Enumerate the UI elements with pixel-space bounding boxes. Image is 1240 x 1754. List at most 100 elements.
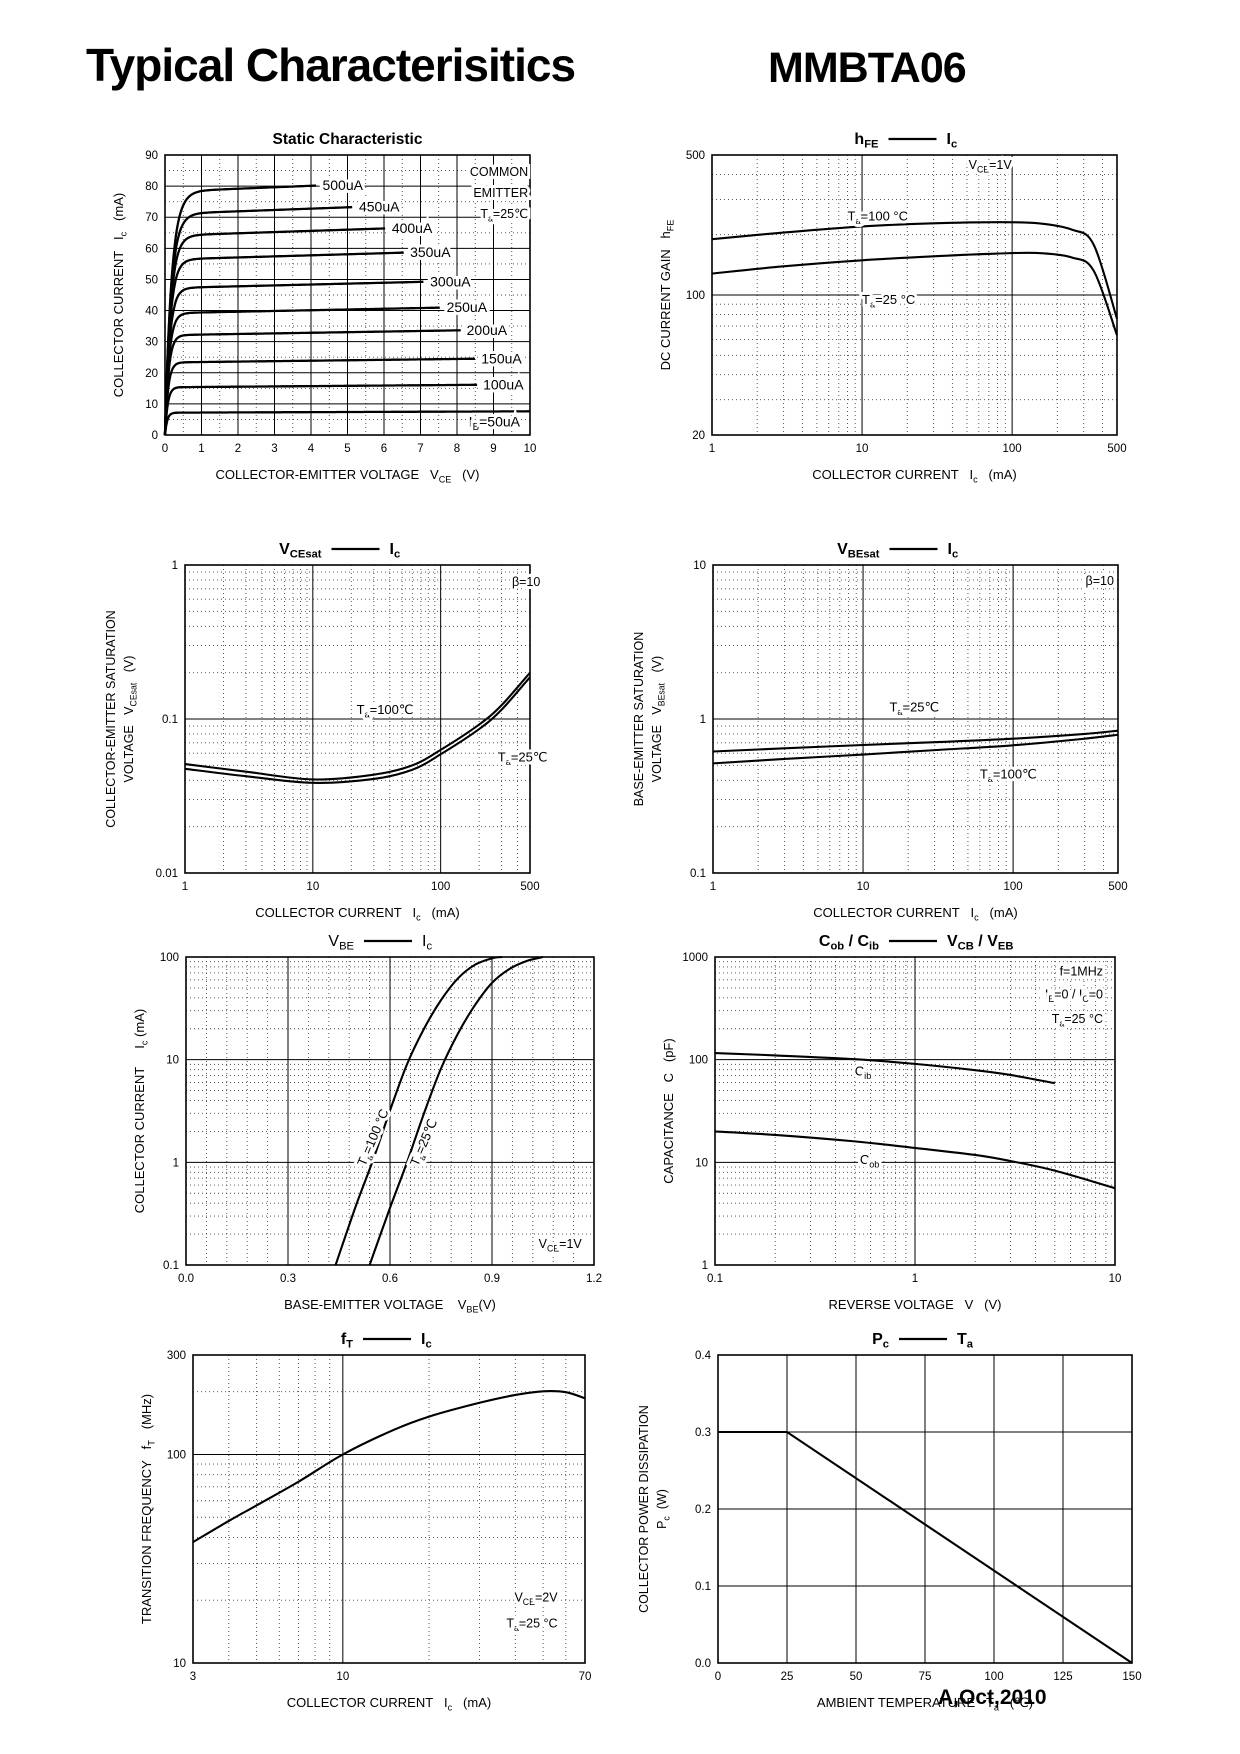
plot-frame bbox=[711, 154, 1118, 436]
x-tick: 10 bbox=[857, 881, 870, 893]
footer-date: A,Oct,2010 bbox=[938, 1686, 1047, 1709]
x-axis-label: BASE-EMITTER VOLTAGE VBE(V) bbox=[284, 1297, 496, 1315]
y-tick: 100 bbox=[160, 952, 179, 964]
x-tick: 3 bbox=[271, 443, 277, 455]
x-tick: 10 bbox=[306, 881, 319, 893]
curve bbox=[163, 383, 478, 436]
curve-label: Ta=100 °C bbox=[354, 1107, 394, 1170]
chart-title-right: Ta bbox=[957, 1331, 974, 1351]
x-tick: 7 bbox=[417, 443, 423, 455]
curve-label: Cib bbox=[855, 1064, 871, 1082]
curve bbox=[163, 329, 461, 436]
x-tick: 0.1 bbox=[707, 1273, 723, 1285]
x-tick: 500 bbox=[1107, 443, 1126, 455]
chart-pc-vs-ta: 0 25 50 75 100 125 150 0.0 0.1 0.2 0.3 0.4 AMBIENT T… bbox=[560, 1325, 1220, 1721]
x-tick: 1 bbox=[709, 443, 715, 455]
y-tick: 70 bbox=[145, 212, 158, 224]
annotation: EMITTER bbox=[473, 186, 528, 200]
y-tick: 30 bbox=[145, 337, 158, 349]
y-axis-label: COLLECTOR CURRENT Ic (mA) bbox=[111, 193, 129, 397]
curve-label: 250uA bbox=[447, 299, 488, 315]
x-tick: 100 bbox=[1004, 881, 1023, 893]
chart-static-characteristic-canvas: 500uA 450uA 400uA 350uA 300uA 250uA 200uA 150uA… bbox=[111, 131, 536, 485]
annotation: f=1MHz bbox=[1060, 964, 1103, 978]
chart-vbesat-vs-ic: Ta=25℃ Ta=100℃ 1 10 100 500 0.1 1 10 COLLECTOR CU… bbox=[560, 535, 1220, 931]
x-axis-label: COLLECTOR CURRENT Ic (mA) bbox=[813, 905, 1017, 923]
chart-title-right: Ic bbox=[947, 131, 958, 151]
y-tick: 100 bbox=[689, 1055, 708, 1067]
x-tick: 500 bbox=[1108, 881, 1127, 893]
annotation: VCE=2V bbox=[514, 1590, 558, 1607]
plot-frame bbox=[164, 154, 531, 436]
y-tick: 10 bbox=[173, 1658, 186, 1670]
x-axis-label: AMBIENT TEMPERATURE Ta (℃) bbox=[817, 1695, 1033, 1713]
curve bbox=[714, 1130, 1116, 1190]
chart-title-left: VBE bbox=[328, 933, 354, 953]
chart-capacitance-vs-reverse-voltage: Cib Cob 0.1 1 10 1 10 100 1000 REVERSE VOLTAGE V … bbox=[560, 927, 1220, 1323]
x-tick: 0.9 bbox=[484, 1273, 500, 1285]
grid bbox=[712, 155, 1117, 435]
curve bbox=[163, 280, 424, 436]
curve bbox=[163, 306, 440, 436]
y-axis-label: CAPACITANCE C (pF) bbox=[661, 1038, 676, 1183]
curve-label: Ta=25℃ bbox=[889, 699, 939, 717]
chart-vcesat-vs-ic-canvas: Ta=100℃ Ta=25℃ 1 10 100 500 0.01 0.1 1 COLLECTOR … bbox=[104, 541, 550, 923]
y-axis-label: COLLECTOR CURRENT Ic (mA) bbox=[132, 1009, 150, 1213]
x-tick: 10 bbox=[856, 443, 869, 455]
x-tick: 0 bbox=[715, 1671, 721, 1683]
y-axis-label: Pc (W) bbox=[655, 1489, 672, 1529]
y-tick: 40 bbox=[145, 306, 158, 318]
y-tick: 500 bbox=[686, 150, 705, 162]
curve-label: 500uA bbox=[322, 177, 363, 193]
x-tick: 100 bbox=[1003, 443, 1022, 455]
curve bbox=[711, 251, 1118, 336]
chart-static-characteristic: 500uA 450uA 400uA 350uA 300uA 250uA 200uA 150uA… bbox=[30, 125, 610, 521]
x-tick: 500 bbox=[520, 881, 539, 893]
curve bbox=[712, 733, 1119, 765]
y-tick: 50 bbox=[145, 274, 158, 286]
y-axis-label: VOLTAGE VCEsat (V) bbox=[122, 656, 139, 783]
x-tick: 2 bbox=[235, 443, 241, 455]
curve-label: 200uA bbox=[467, 322, 508, 338]
chart-title-left: hFE bbox=[854, 131, 879, 151]
curve-label: 100uA bbox=[483, 376, 524, 392]
chart-title-left: VBEsat bbox=[837, 541, 880, 561]
curve-label: 300uA bbox=[430, 273, 471, 289]
annotation: VCE=1V bbox=[539, 1237, 583, 1254]
curve-label: 350uA bbox=[410, 244, 451, 260]
series: Cib Cob bbox=[714, 1051, 1116, 1190]
x-tick: 100 bbox=[431, 881, 450, 893]
x-axis-label: COLLECTOR CURRENT Ic (mA) bbox=[255, 905, 459, 923]
chart-title-left: VCEsat bbox=[279, 541, 322, 561]
grid bbox=[185, 565, 530, 873]
plot-frame bbox=[192, 1354, 586, 1664]
y-tick: 0.1 bbox=[162, 714, 178, 726]
curve bbox=[368, 955, 544, 1266]
curve-label: Ta=25℃ bbox=[498, 749, 548, 767]
chart-title-right: Ic bbox=[948, 541, 959, 561]
chart-vbe-vs-ic-canvas: Ta=100 °C Ta=25℃ 0.0 0.3 0.6 0.9 1.2 0.1 1 10 100 B… bbox=[132, 933, 602, 1315]
chart-title-left: Cob / Cib bbox=[819, 933, 879, 953]
chart-hfe-vs-ic: Ta=100 °C Ta=25 °C 1 10 100 500 20 100 500 COLLEC… bbox=[560, 125, 1220, 521]
y-tick: 0.01 bbox=[156, 868, 178, 880]
x-tick: 4 bbox=[308, 443, 315, 455]
x-tick: 125 bbox=[1053, 1671, 1072, 1683]
y-tick: 0.3 bbox=[695, 1427, 711, 1439]
y-tick: 10 bbox=[695, 1157, 708, 1169]
x-tick: 75 bbox=[919, 1671, 932, 1683]
y-axis-label: COLLECTOR POWER DISSIPATION bbox=[637, 1405, 651, 1613]
x-tick: 0 bbox=[162, 443, 168, 455]
chart-hfe-vs-ic-canvas: Ta=100 °C Ta=25 °C 1 10 100 500 20 100 500 COLLEC… bbox=[658, 131, 1127, 485]
tick-labels: 0 1 2 3 4 5 6 7 8 9 10 0 10 20 30 40 50 60 70 80 90 bbox=[145, 150, 536, 455]
chart-pc-vs-ta-canvas: 0 25 50 75 100 125 150 0.0 0.1 0.2 0.3 0.4 AMBIENT T… bbox=[637, 1331, 1142, 1713]
x-tick: 10 bbox=[1109, 1273, 1122, 1285]
annotation: β=10 bbox=[1086, 574, 1114, 588]
grid bbox=[718, 1355, 1132, 1663]
chart-vcesat-vs-ic: Ta=100℃ Ta=25℃ 1 10 100 500 0.01 0.1 1 COLLECTOR … bbox=[30, 535, 610, 931]
curve-label: 450uA bbox=[359, 199, 400, 215]
y-axis-label: COLLECTOR-EMITTER SATURATION bbox=[104, 610, 118, 827]
chart-vbesat-vs-ic-canvas: Ta=25℃ Ta=100℃ 1 10 100 500 0.1 1 10 COLLECTOR CU… bbox=[632, 541, 1128, 923]
x-axis-label: REVERSE VOLTAGE V (V) bbox=[829, 1297, 1002, 1312]
chart-ft-vs-ic: 3 10 70 10 100 300 COLLECTOR CURRENT Ic (mA) TR… bbox=[30, 1325, 610, 1721]
